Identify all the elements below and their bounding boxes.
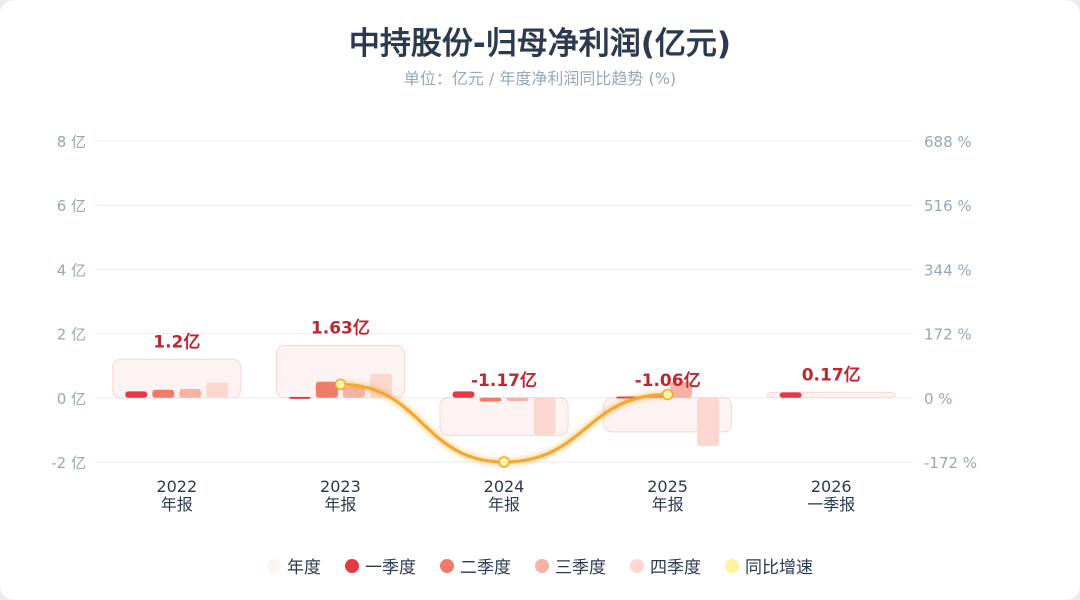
quarter-bar-q2 (479, 397, 502, 402)
x-tick-period: 年报 (324, 495, 356, 514)
x-tick-year: 2024 (484, 477, 525, 496)
y-right-tick-label: -172 % (924, 454, 977, 472)
yoy-point (661, 388, 674, 401)
legend: 年度 一季度 二季度 三季度 四季度 同比增速 (0, 553, 1080, 578)
legend-label: 四季度 (650, 558, 701, 578)
quarter-bar-q4 (533, 397, 556, 435)
legend-item-q3[interactable]: 三季度 (535, 553, 606, 578)
quarter-bar-q3 (179, 389, 202, 398)
legend-item-q2[interactable]: 二季度 (440, 553, 511, 578)
yoy-point (334, 378, 347, 391)
y-left-tick-label: 8 亿 (57, 133, 86, 151)
quarter-bar-q1 (779, 392, 802, 398)
quarter-bar-q3 (670, 381, 693, 398)
legend-swatch-q4 (630, 558, 644, 573)
legend-label: 年度 (287, 558, 321, 578)
y-right-tick-label: 688 % (924, 133, 972, 151)
annual-value-label: -1.17亿 (471, 370, 537, 391)
x-tick-year: 2023 (320, 477, 361, 496)
legend-label: 二季度 (460, 558, 511, 578)
legend-label: 同比增速 (745, 558, 813, 578)
annual-value-label: -1.06亿 (635, 370, 701, 391)
legend-swatch-q2 (440, 558, 454, 573)
y-left-tick-label: -2 亿 (51, 454, 86, 472)
legend-swatch-q3 (535, 558, 549, 573)
yoy-point (498, 456, 510, 468)
quarter-bar-q3 (506, 397, 529, 402)
legend-item-q4[interactable]: 四季度 (630, 553, 701, 578)
quarter-bar-q4 (369, 373, 392, 398)
quarter-bars (125, 373, 802, 446)
quarter-bar-q1 (288, 396, 311, 399)
quarter-bar-q3 (342, 386, 365, 398)
legend-item-yoy[interactable]: 同比增速 (725, 553, 813, 578)
y-right-tick-label: 516 % (924, 197, 972, 215)
legend-item-annual[interactable]: 年度 (267, 553, 321, 578)
data-labels: 1.2亿 1.63亿 -1.17亿 -1.06亿 0.17亿 (153, 317, 860, 390)
legend-label: 三季度 (555, 558, 606, 578)
annual-value-label: 1.2亿 (153, 331, 200, 352)
quarter-bar-q1 (452, 391, 475, 398)
x-tick-period: 年报 (488, 495, 520, 514)
chart-title: 中持股份-归母净利润(亿元) (348, 26, 732, 62)
legend-label: 一季度 (365, 558, 416, 578)
quarter-bar-q1 (125, 391, 148, 398)
quarter-bar-q4 (697, 397, 720, 446)
quarter-bar-q4 (206, 382, 229, 398)
x-tick-period: 年报 (652, 495, 684, 514)
y-right-tick-label: 344 % (924, 261, 972, 279)
y-left-tick-label: 2 亿 (57, 326, 86, 344)
legend-item-q1[interactable]: 一季度 (345, 553, 416, 578)
x-tick-year: 2026 (811, 477, 852, 496)
annual-value-label: 1.63亿 (311, 317, 370, 338)
x-tick-year: 2025 (647, 477, 688, 496)
y-left-tick-label: 6 亿 (57, 197, 86, 215)
x-tick-period: 一季报 (807, 495, 855, 514)
y-right-tick-label: 172 % (924, 326, 972, 344)
x-tick-year: 2022 (156, 477, 197, 496)
y-left-tick-label: 0 亿 (57, 390, 86, 408)
axis-labels: -2 亿 -172 % 0 亿 0 % 2 亿 172 % 4 亿 344 % 6 亿 516 %… (51, 133, 977, 514)
legend-swatch-q1 (345, 558, 359, 573)
quarter-bar-q2 (152, 389, 175, 398)
legend-swatch-annual (267, 558, 281, 573)
y-left-tick-label: 4 亿 (57, 261, 86, 279)
annual-value-label: 0.17亿 (802, 364, 861, 385)
x-tick-period: 年报 (161, 495, 193, 514)
y-right-tick-label: 0 % (924, 390, 953, 408)
yoy-line (334, 378, 674, 468)
legend-swatch-yoy (725, 558, 739, 573)
chart-subtitle: 单位：亿元 / 年度净利润同比趋势 (%) (403, 69, 677, 88)
quarter-bar-q2 (315, 381, 338, 398)
